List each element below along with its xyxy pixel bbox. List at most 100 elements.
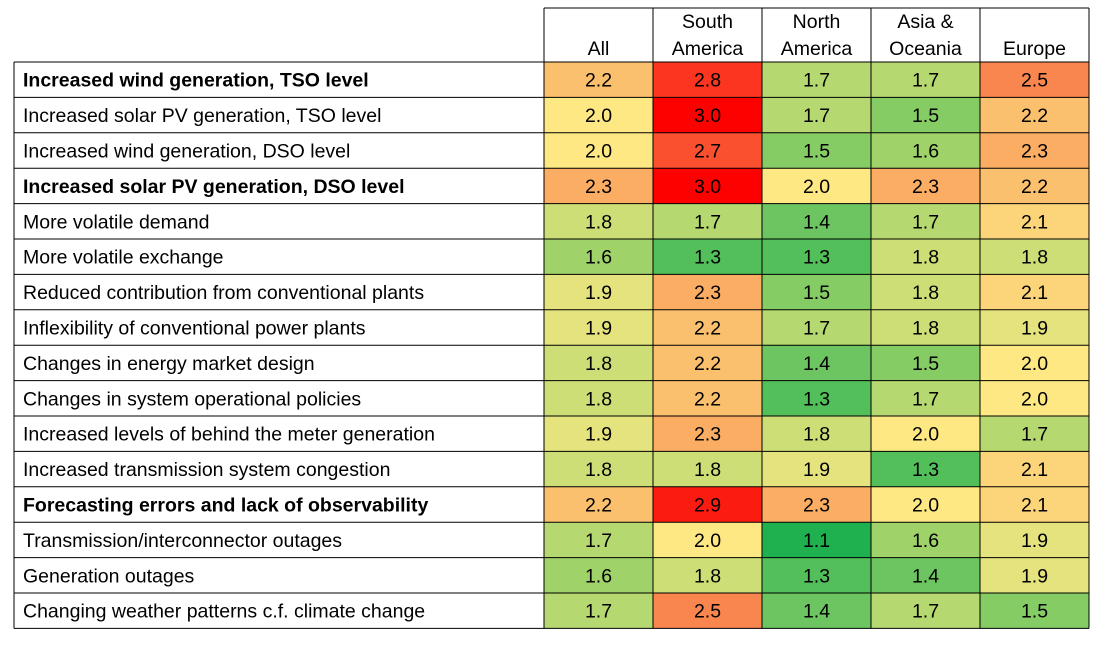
cell-value-label: 2.2 <box>585 495 612 517</box>
cell-value-label: 2.1 <box>1021 211 1048 233</box>
heatmap-cell <box>980 593 1089 629</box>
heatmap-cell <box>762 451 871 487</box>
heatmap-cell <box>871 62 980 98</box>
heatmap-cell <box>871 522 980 558</box>
cell-value-label: 1.3 <box>803 388 830 410</box>
cell-value-label: 1.1 <box>803 530 830 552</box>
heatmap-cell <box>653 239 762 275</box>
cell-value-label: 2.3 <box>694 424 721 446</box>
cell-value-label: 1.8 <box>585 353 612 375</box>
column-header: Europe <box>1003 38 1066 60</box>
cell-value-label: 2.3 <box>585 176 612 198</box>
cell-value-label: 1.6 <box>585 565 612 587</box>
cell-value-label: 1.4 <box>912 565 939 587</box>
heatmap-cell <box>980 451 1089 487</box>
row-label: Increased wind generation, DSO level <box>23 141 350 163</box>
heatmap-cell <box>653 557 762 593</box>
cell-value-label: 1.5 <box>912 105 939 127</box>
heatmap-cell <box>762 97 871 133</box>
heatmap-cell <box>653 274 762 310</box>
heatmap-cell <box>980 345 1089 381</box>
cell-value-label: 1.9 <box>585 282 612 304</box>
cell-value-label: 2.2 <box>1021 105 1048 127</box>
heatmap-cell <box>762 239 871 275</box>
cell-value-label: 2.0 <box>912 495 939 517</box>
heatmap-cell <box>653 486 762 523</box>
cell-value-label: 1.7 <box>912 601 939 623</box>
heatmap-cell <box>653 522 762 558</box>
heatmap-cell <box>762 416 871 452</box>
cell-value-label: 2.0 <box>694 530 721 552</box>
heatmap-cell <box>871 203 980 239</box>
cell-value-label: 1.7 <box>803 105 830 127</box>
row-label: Changing weather patterns c.f. climate c… <box>23 601 425 623</box>
heatmap-cell <box>762 274 871 310</box>
cell-value-label: 2.5 <box>1021 70 1048 92</box>
heatmap-cell <box>980 97 1089 133</box>
heatmap-cell <box>871 97 980 133</box>
cell-value-label: 2.5 <box>694 601 721 623</box>
cell-value-label: 1.4 <box>803 601 830 623</box>
heatmap-cell <box>653 97 762 133</box>
column-header: North America <box>781 11 853 60</box>
heatmap-cell <box>980 239 1089 275</box>
cell-value-label: 3.0 <box>694 105 721 127</box>
heatmap-cell <box>980 522 1089 558</box>
heatmap-cell <box>980 132 1089 169</box>
heatmap-cell <box>871 593 980 629</box>
heatmap-cell <box>544 62 653 98</box>
heatmap-cell <box>544 451 653 487</box>
cell-value-label: 1.9 <box>803 459 830 481</box>
heatmap-cell <box>871 416 980 452</box>
cell-value-label: 1.6 <box>912 141 939 163</box>
cell-value-label: 2.1 <box>1021 282 1048 304</box>
heatmap-cell <box>871 380 980 416</box>
heatmap-cell <box>871 451 980 487</box>
cell-value-label: 2.0 <box>1021 388 1048 410</box>
row-label: Transmission/interconnector outages <box>23 530 342 552</box>
heatmap-cell <box>871 239 980 275</box>
row-label: Increased wind generation, TSO level <box>23 70 369 92</box>
heatmap-cell <box>653 451 762 487</box>
cell-value-label: 1.9 <box>1021 530 1048 552</box>
column-header: All <box>588 38 610 60</box>
heatmap-cell <box>980 309 1089 346</box>
row-label: Increased solar PV generation, TSO level <box>23 105 381 127</box>
cell-value-label: 1.5 <box>803 282 830 304</box>
cell-value-label: 1.7 <box>912 70 939 92</box>
heatmap-cell <box>762 380 871 416</box>
heatmap-cell <box>871 168 980 204</box>
cell-value-label: 2.3 <box>694 282 721 304</box>
cell-value-label: 1.9 <box>1021 565 1048 587</box>
cell-value-label: 1.9 <box>585 424 612 446</box>
heatmap-cell <box>544 168 653 204</box>
cell-value-label: 1.6 <box>585 247 612 269</box>
cell-value-label: 2.0 <box>912 424 939 446</box>
heatmap-cell <box>762 132 871 169</box>
heatmap-cell <box>980 168 1089 204</box>
cell-value-label: 1.3 <box>803 565 830 587</box>
cell-value-label: 1.8 <box>912 318 939 340</box>
cell-value-label: 2.8 <box>694 70 721 92</box>
cell-value-label: 1.7 <box>803 70 830 92</box>
cell-value-label: 1.3 <box>912 459 939 481</box>
row-label: Increased transmission system congestion <box>23 459 390 481</box>
row-label: Changes in system operational policies <box>23 388 361 410</box>
heatmap-cell <box>544 239 653 275</box>
cell-value-label: 2.0 <box>585 105 612 127</box>
cell-value-label: 2.0 <box>803 176 830 198</box>
cell-value-label: 2.9 <box>694 495 721 517</box>
cell-value-label: 2.2 <box>585 70 612 92</box>
heatmap-cell <box>653 309 762 346</box>
cell-value-label: 1.9 <box>585 318 612 340</box>
cell-value-label: 1.9 <box>1021 318 1048 340</box>
heatmap-cell <box>544 132 653 169</box>
row-label: Forecasting errors and lack of observabi… <box>23 495 428 517</box>
cell-value-label: 1.7 <box>912 211 939 233</box>
heatmap-cell <box>653 168 762 204</box>
heatmap-cell <box>653 416 762 452</box>
cell-value-label: 1.8 <box>585 459 612 481</box>
cell-value-label: 1.8 <box>912 282 939 304</box>
heatmap-cell <box>871 345 980 381</box>
